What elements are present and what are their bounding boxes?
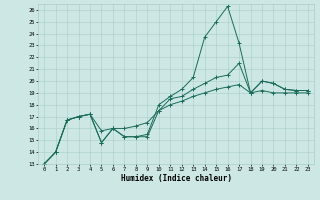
X-axis label: Humidex (Indice chaleur): Humidex (Indice chaleur) (121, 174, 231, 183)
